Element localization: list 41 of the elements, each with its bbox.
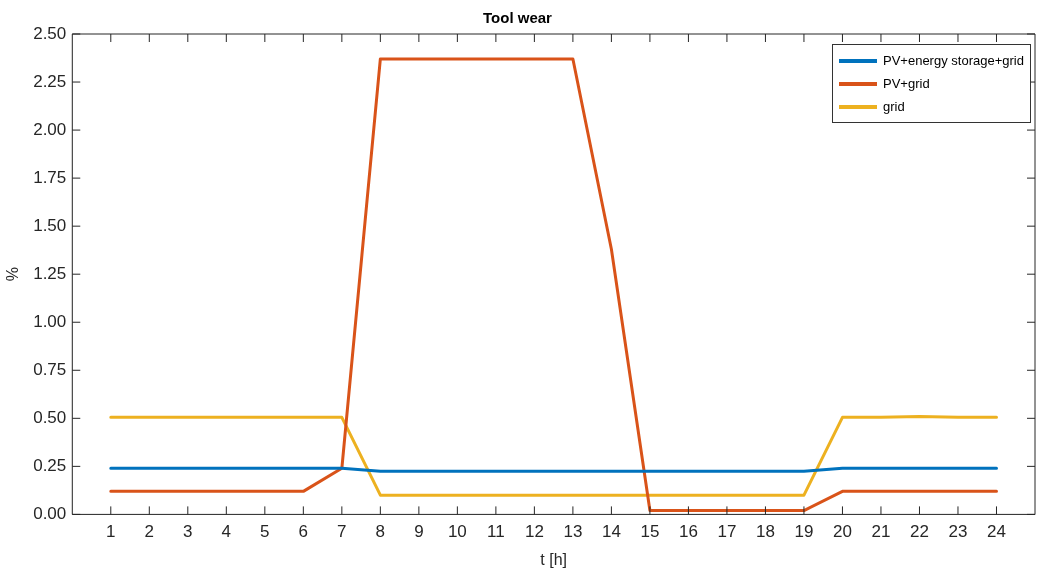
x-tick-label: 6 — [298, 522, 309, 542]
y-tick-label: 2.50 — [33, 23, 67, 43]
x-tick-label: 24 — [987, 522, 1006, 542]
x-tick-label: 16 — [678, 522, 698, 542]
y-tick-label: 0.75 — [33, 359, 67, 379]
x-tick-label: 22 — [910, 522, 929, 542]
y-tick-label: 0.50 — [33, 408, 67, 428]
y-tick-label: 2.25 — [33, 71, 67, 91]
x-axis-title: t [h] — [540, 550, 567, 568]
x-tick-label: 20 — [833, 522, 852, 542]
x-tick-label: 12 — [524, 522, 544, 542]
x-tick-label: 19 — [794, 522, 814, 542]
y-axis-title: % — [4, 267, 22, 282]
x-tick-label: 15 — [640, 522, 660, 542]
chart-title: Tool wear — [483, 9, 553, 27]
x-tick-label: 17 — [717, 522, 737, 542]
x-tick-label: 3 — [183, 522, 193, 542]
legend-label: PV+energy storage+grid — [883, 53, 1024, 68]
x-tick-label: 9 — [414, 522, 424, 542]
y-tick-label: 0.25 — [33, 456, 67, 476]
y-tick-label: 2.00 — [33, 119, 67, 139]
x-tick-label: 7 — [337, 522, 347, 542]
y-tick-label: 1.75 — [33, 167, 67, 187]
x-tick-label: 1 — [106, 522, 116, 542]
x-tick-label: 13 — [563, 522, 583, 542]
x-tick-label: 21 — [871, 522, 891, 542]
x-tick-label: 10 — [447, 522, 467, 542]
x-tick-label: 2 — [144, 522, 155, 542]
x-tick-label: 18 — [755, 522, 775, 542]
x-tick-label: 23 — [948, 522, 968, 542]
x-tick-label: 11 — [487, 522, 505, 542]
y-tick-label: 0.00 — [33, 504, 67, 524]
x-tick-label: 14 — [601, 522, 621, 542]
x-tick-label: 5 — [260, 522, 270, 542]
y-tick-label: 1.00 — [33, 311, 67, 331]
legend-label: grid — [883, 99, 905, 114]
y-tick-label: 1.50 — [33, 215, 67, 235]
legend-label: PV+grid — [883, 76, 930, 91]
x-tick-label: 4 — [221, 522, 232, 542]
y-tick-label: 1.25 — [33, 263, 67, 283]
x-tick-label: 8 — [375, 522, 386, 542]
